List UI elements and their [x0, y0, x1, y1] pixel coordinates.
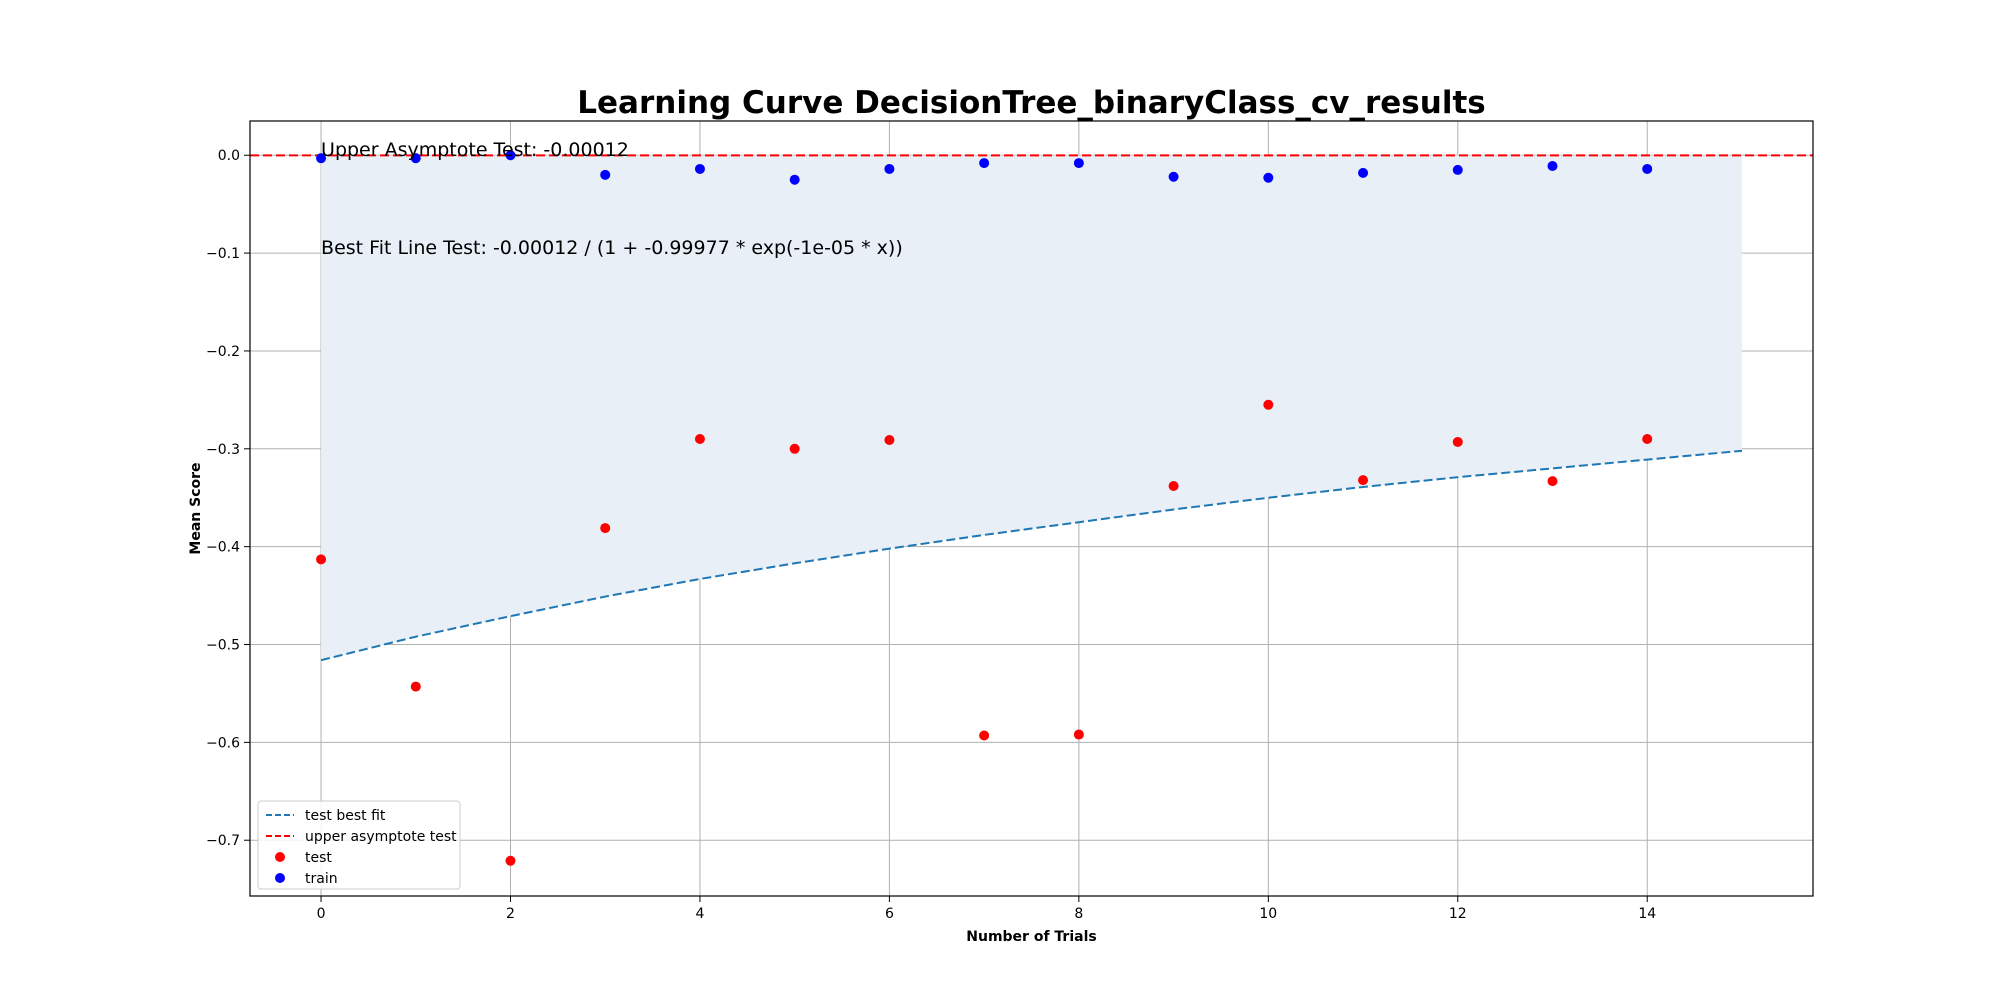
test-point — [884, 435, 895, 446]
test-point — [1452, 436, 1463, 447]
train-point — [694, 163, 705, 174]
legend-marker-test — [275, 852, 285, 862]
test-point — [1642, 434, 1653, 445]
test-point — [505, 855, 516, 866]
shaded-region — [321, 155, 1742, 661]
y-axis-title: Mean Score — [188, 462, 204, 554]
train-point — [505, 150, 516, 161]
legend: test best fit upper asymptote test test tra… — [257, 800, 461, 890]
train-point — [1452, 164, 1463, 175]
train-point — [1642, 163, 1653, 174]
test-point — [1547, 476, 1558, 487]
y-tick-label: −0.5 — [206, 638, 240, 654]
x-axis-title: Number of Trials — [966, 929, 1096, 945]
train-point — [1263, 172, 1274, 183]
ticks: 0 2 4 6 8 10 12 14 0.0 −0.1 −0.2 −0.3 −0.4 −0.5 −0.6 −0… — [206, 148, 1656, 922]
test-point — [979, 730, 990, 741]
test-point — [600, 523, 611, 534]
x-tick-label: 10 — [1259, 906, 1277, 922]
test-point — [1358, 475, 1369, 486]
test-point — [789, 443, 800, 454]
train-point — [600, 169, 611, 180]
test-point — [1168, 480, 1179, 491]
y-tick-label: −0.4 — [206, 540, 240, 556]
train-point — [1547, 161, 1558, 172]
test-point — [694, 434, 705, 445]
train-point — [884, 163, 895, 174]
confidence-band — [321, 155, 1742, 661]
test-point — [410, 681, 421, 692]
train-point — [1073, 158, 1084, 169]
chart-title: Learning Curve DecisionTree_binaryClass_… — [577, 85, 1485, 121]
train-point — [789, 174, 800, 185]
x-tick-label: 8 — [1074, 906, 1083, 922]
y-tick-label: −0.6 — [206, 735, 240, 751]
legend-marker-train — [275, 873, 285, 883]
x-tick-label: 0 — [317, 906, 326, 922]
legend-label: upper asymptote test — [305, 829, 457, 845]
y-tick-label: −0.7 — [206, 833, 240, 849]
y-tick-label: −0.1 — [206, 246, 240, 262]
train-point — [1168, 171, 1179, 182]
x-tick-label: 14 — [1638, 906, 1656, 922]
x-tick-label: 6 — [885, 906, 894, 922]
best-fit-line — [320, 449, 1743, 662]
annotation-best-fit: Best Fit Line Test: -0.00012 / (1 + -0.9… — [321, 237, 903, 259]
legend-box — [257, 800, 461, 890]
y-tick-label: −0.3 — [206, 442, 240, 458]
y-tick-label: 0.0 — [218, 148, 240, 164]
train-point — [1358, 167, 1369, 178]
legend-label: train — [305, 871, 338, 887]
test-point — [1073, 729, 1084, 740]
test-point — [1263, 399, 1274, 410]
points — [316, 150, 1653, 866]
train-point — [410, 153, 421, 164]
train-point — [979, 158, 990, 169]
legend-label: test — [305, 850, 332, 866]
y-tick-label: −0.2 — [206, 344, 240, 360]
x-tick-label: 12 — [1449, 906, 1467, 922]
x-tick-label: 4 — [695, 906, 704, 922]
x-tick-label: 2 — [506, 906, 515, 922]
legend-label: test best fit — [305, 808, 386, 824]
plot-frame — [249, 120, 1814, 897]
test-point — [316, 554, 327, 565]
train-point — [316, 153, 327, 164]
annotation-upper-asymptote: Upper Asymptote Test: -0.00012 — [321, 139, 629, 161]
